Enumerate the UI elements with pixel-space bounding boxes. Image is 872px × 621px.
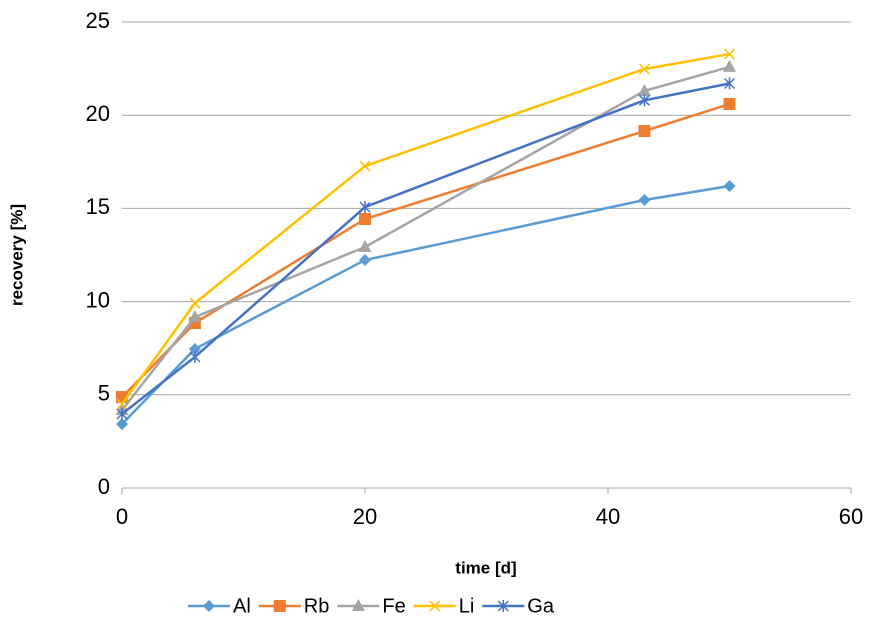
y-tick-label: 0 bbox=[98, 474, 110, 499]
legend-label: Rb bbox=[304, 595, 330, 617]
x-axis-title: time [d] bbox=[455, 558, 516, 577]
series bbox=[116, 180, 736, 431]
x-tick-label: 20 bbox=[353, 504, 377, 529]
y-tick-label: 15 bbox=[86, 194, 110, 219]
legend-item: Rb bbox=[258, 595, 330, 617]
legend-marker bbox=[497, 600, 509, 612]
legend-label: Li bbox=[459, 595, 475, 617]
y-tick-label: 10 bbox=[86, 287, 110, 312]
marker bbox=[723, 98, 736, 111]
marker bbox=[359, 254, 371, 267]
series bbox=[116, 48, 736, 410]
marker bbox=[637, 83, 651, 96]
legend-marker bbox=[203, 600, 215, 612]
legend-marker bbox=[273, 600, 286, 612]
legend-label: Al bbox=[233, 595, 251, 617]
legend-item: Ga bbox=[482, 595, 555, 617]
marker bbox=[723, 77, 736, 90]
legend-label: Fe bbox=[382, 595, 405, 617]
y-tick-label: 20 bbox=[86, 101, 110, 126]
marker bbox=[189, 297, 201, 309]
marker bbox=[723, 180, 736, 193]
marker bbox=[116, 418, 128, 431]
marker bbox=[359, 201, 371, 214]
marker bbox=[723, 59, 736, 72]
line bbox=[121, 65, 730, 411]
marker bbox=[723, 48, 736, 60]
marker bbox=[358, 239, 372, 252]
legend-marker bbox=[429, 600, 441, 612]
marker bbox=[116, 407, 128, 420]
marker bbox=[188, 310, 202, 323]
legend-item: Li bbox=[413, 595, 475, 617]
marker bbox=[359, 160, 371, 172]
marker bbox=[638, 125, 651, 138]
x-tick-label: 0 bbox=[116, 504, 128, 529]
line bbox=[121, 184, 730, 425]
marker bbox=[116, 398, 128, 410]
legend-marker bbox=[351, 599, 365, 611]
marker bbox=[638, 94, 650, 107]
marker bbox=[638, 63, 650, 75]
marker bbox=[188, 342, 201, 355]
marker bbox=[189, 350, 201, 363]
legend-item: Fe bbox=[337, 595, 406, 617]
y-tick-label: 25 bbox=[86, 8, 110, 33]
legend-item: Al bbox=[188, 595, 251, 617]
y-tick-label: 5 bbox=[98, 381, 110, 406]
marker bbox=[638, 194, 651, 207]
series bbox=[115, 59, 736, 416]
marker bbox=[359, 213, 371, 226]
legend-label: Ga bbox=[527, 595, 555, 617]
line bbox=[120, 52, 730, 405]
series bbox=[116, 77, 736, 420]
line bbox=[121, 102, 730, 398]
x-tick-label: 40 bbox=[596, 504, 620, 529]
y-axis-title: recovery [%] bbox=[7, 204, 26, 306]
x-tick-label: 60 bbox=[839, 504, 863, 529]
